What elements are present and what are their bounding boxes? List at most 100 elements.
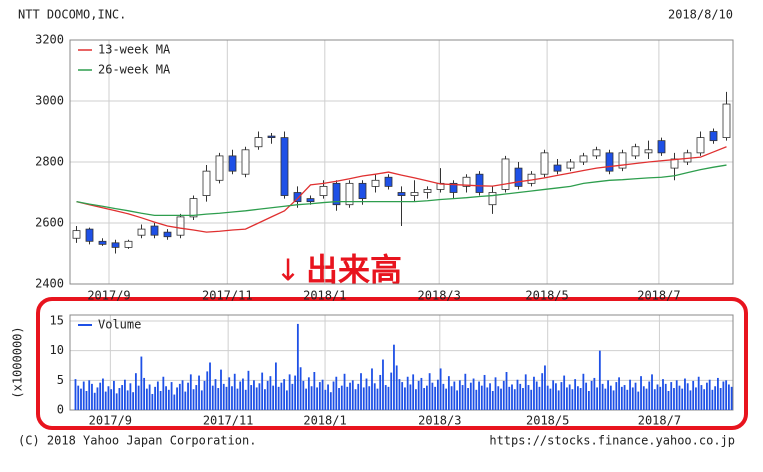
y-tick-label: 15 [50, 313, 64, 327]
candle-body [631, 146, 640, 157]
volume-bar [692, 380, 695, 410]
volume-bar [143, 377, 146, 410]
volume-bar [576, 386, 579, 410]
volume-bar [651, 374, 653, 410]
volume-bar [187, 382, 189, 410]
volume-bar [502, 380, 505, 410]
volume-bar [524, 374, 527, 410]
volume-bar [145, 388, 148, 410]
volume-bar [85, 391, 88, 410]
volume-bar [681, 388, 684, 410]
volume-bar [535, 381, 538, 410]
volume-bar [222, 383, 225, 410]
volume-bar [351, 380, 354, 410]
candle-body [657, 140, 666, 154]
volume-bar [376, 388, 379, 410]
volume-bar [656, 384, 659, 410]
legend-label: Volume [98, 318, 141, 332]
volume-bar [307, 377, 310, 410]
candle-body [618, 152, 627, 169]
volume-bar [91, 383, 93, 410]
volume-bar [118, 388, 121, 410]
volume-bar [184, 391, 187, 410]
volume-bar [442, 383, 445, 410]
volume-bar [321, 379, 324, 410]
candle-body [280, 137, 289, 196]
volume-bar [189, 374, 192, 410]
volume-bar [211, 385, 214, 410]
volume-bar [329, 392, 332, 410]
candle-body [215, 155, 224, 181]
volume-bar [401, 382, 404, 410]
volume-bar [192, 389, 195, 410]
volume-bar [296, 323, 299, 410]
y-tick-label: 3200 [35, 33, 64, 47]
volume-bar [393, 344, 395, 410]
x-tick-label: 2018/7 [638, 414, 681, 428]
volume-bar [719, 388, 722, 410]
volume-bar [511, 384, 513, 410]
volume-bar [420, 377, 423, 410]
volume-bar [217, 388, 220, 410]
candle-body [566, 161, 575, 169]
volume-bar [640, 376, 642, 410]
volume-bar [445, 388, 448, 410]
volume-bar [464, 373, 467, 410]
volume-bar [618, 377, 620, 410]
volume-bar [431, 382, 434, 410]
volume-bar [620, 386, 623, 410]
candle-body [345, 182, 354, 206]
legend-label: 13-week MA [98, 43, 171, 57]
volume-bar [552, 380, 555, 410]
volume-bar [269, 376, 272, 410]
volume-bar [332, 381, 335, 410]
volume-bar [335, 376, 338, 410]
candle-body [358, 182, 367, 200]
volume-bar [667, 391, 670, 410]
volume-bar [253, 380, 255, 410]
candle-body [449, 182, 458, 193]
volume-bar [346, 386, 349, 410]
volume-bar [560, 382, 563, 410]
volume-bar [425, 385, 428, 410]
volume-bar [522, 388, 524, 410]
volume-bar [354, 389, 357, 410]
volume-bar [291, 383, 294, 410]
volume-bar [99, 382, 102, 410]
volume-bar [604, 388, 607, 410]
volume-bar [563, 375, 566, 410]
volume-bar [434, 386, 437, 410]
candle-body [579, 155, 588, 163]
candle-body [176, 216, 185, 236]
candle-body [189, 198, 198, 218]
volume-bar [288, 374, 291, 410]
volume-bar [412, 374, 415, 410]
legend-label: 26-week MA [98, 63, 171, 77]
volume-bar [387, 386, 390, 410]
volume-bar [697, 376, 700, 410]
volume-bar [461, 385, 464, 410]
volume-bar [480, 385, 483, 410]
volume-bar [508, 386, 511, 410]
y-tick-label: 2400 [35, 277, 64, 291]
volume-bar [318, 382, 321, 410]
volume-bar [404, 387, 406, 410]
highlight-box [36, 297, 748, 430]
x-tick-label: 2017/11 [202, 289, 253, 303]
volume-bar [294, 375, 297, 410]
candle-body [540, 152, 549, 175]
volume-bar [527, 385, 530, 410]
volume-bar [486, 387, 489, 410]
volume-bar [519, 383, 522, 410]
volume-bar [93, 392, 96, 410]
volume-bar [645, 388, 648, 410]
volume-bar [159, 391, 162, 410]
volume-bar [390, 372, 393, 410]
y-tick-label: 3000 [35, 94, 64, 108]
volume-bar [113, 380, 115, 410]
volume-bar [310, 386, 313, 410]
volume-bar [181, 380, 184, 410]
volume-bar [590, 380, 593, 410]
volume-bar [722, 381, 725, 410]
volume-bar [571, 389, 574, 410]
